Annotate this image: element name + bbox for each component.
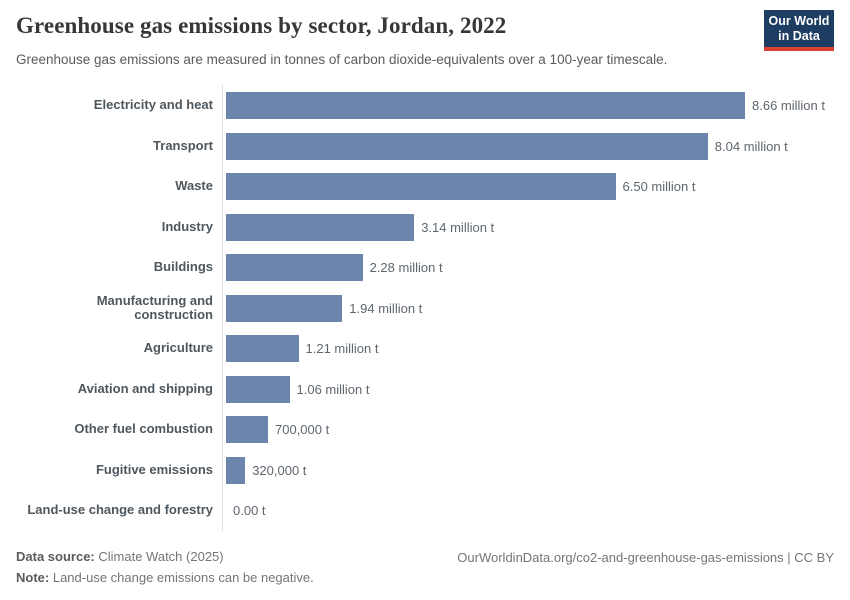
category-label: Industry (161, 218, 213, 234)
bar[interactable] (226, 213, 415, 241)
bar-row: Transport 8.04 million t (16, 125, 834, 167)
bar[interactable] (226, 335, 299, 363)
note-line: Note: Land-use change emissions can be n… (16, 567, 314, 588)
category-label: Fugitive emissions (95, 461, 213, 477)
value-label: 1.06 million t (296, 381, 370, 397)
value-label: 3.14 million t (421, 219, 495, 235)
owid-logo-line2: in Data (778, 28, 820, 43)
chart-subtitle: Greenhouse gas emissions are measured in… (16, 51, 668, 67)
data-source-label: Data source: (16, 548, 95, 564)
bar-row: Electricity and heat 8.66 million t (16, 85, 834, 126)
value-label: 1.21 million t (305, 341, 379, 357)
value-label: 8.04 million t (714, 138, 788, 154)
bar-track: 3.14 million t (222, 206, 834, 248)
bar-row: Waste 6.50 million t (16, 166, 834, 207)
bar-track: 1.94 million t (222, 287, 834, 329)
bar-row: Land-use change and forestry 0.00 t (16, 490, 834, 531)
bar[interactable] (226, 456, 246, 484)
bar[interactable] (226, 254, 363, 282)
bar-track: 1.06 million t (222, 368, 834, 410)
category-label: Land-use change and forestry (27, 502, 213, 518)
bar-row: Aviation and shipping 1.06 million t (16, 368, 834, 410)
owid-logo-line1: Our World (768, 13, 830, 28)
bar-row: Agriculture 1.21 million t (16, 328, 834, 369)
bar-row: Fugitive emissions 320,000 t (16, 449, 834, 491)
category-label: Electricity and heat (93, 97, 213, 113)
bar-chart: Electricity and heat 8.66 million t Transp… (16, 85, 834, 531)
owid-logo[interactable]: Our World in Data (764, 10, 834, 51)
data-source-value: Climate Watch (2025) (98, 548, 224, 564)
value-label: 0.00 t (233, 503, 266, 519)
bar-row: Other fuel combustion 700,000 t (16, 409, 834, 450)
value-label: 6.50 million t (622, 179, 696, 195)
bar-track: 700,000 t (222, 409, 834, 450)
bar[interactable] (226, 173, 616, 201)
bar-track: 2.28 million t (222, 247, 834, 288)
bar-track: 8.66 million t (222, 85, 834, 126)
bar-track: 1.21 million t (222, 328, 834, 369)
bar-track: 0.00 t (222, 490, 834, 531)
footer: Data source: Climate Watch (2025) Note: … (16, 546, 834, 588)
value-label: 8.66 million t (752, 98, 825, 114)
category-label: Manufacturing and construction (96, 292, 213, 323)
bar-row: Industry 3.14 million t (16, 206, 834, 248)
value-label: 700,000 t (275, 422, 330, 438)
footer-left: Data source: Climate Watch (2025) Note: … (16, 546, 314, 588)
bar-row: Buildings 2.28 million t (16, 247, 834, 288)
bar[interactable] (226, 294, 343, 322)
bar-track: 320,000 t (222, 449, 834, 491)
category-label: Other fuel combustion (74, 421, 213, 437)
bar[interactable] (226, 132, 708, 160)
citation: OurWorldinData.org/co2-and-greenhouse-ga… (457, 549, 834, 565)
bar-row: Manufacturing and construction 1.94 milli… (16, 287, 834, 329)
value-label: 1.94 million t (349, 300, 423, 316)
value-label: 2.28 million t (369, 260, 443, 276)
bar[interactable] (226, 92, 745, 120)
page-title: Greenhouse gas emissions by sector, Jord… (16, 13, 507, 38)
category-label: Buildings (153, 259, 213, 275)
note-value: Land-use change emissions can be negativ… (52, 569, 314, 585)
bar[interactable] (226, 375, 290, 403)
value-label: 320,000 t (252, 462, 307, 478)
category-label: Waste (175, 178, 213, 194)
header: Greenhouse gas emissions by sector, Jord… (16, 10, 834, 51)
category-label: Aviation and shipping (77, 380, 213, 396)
category-label: Transport (153, 137, 213, 153)
note-label: Note: (16, 569, 50, 585)
bar[interactable] (226, 416, 268, 444)
data-source-line: Data source: Climate Watch (2025) (16, 546, 314, 567)
bar-track: 8.04 million t (222, 125, 834, 167)
bar-track: 6.50 million t (222, 166, 834, 207)
category-label: Agriculture (143, 340, 213, 356)
